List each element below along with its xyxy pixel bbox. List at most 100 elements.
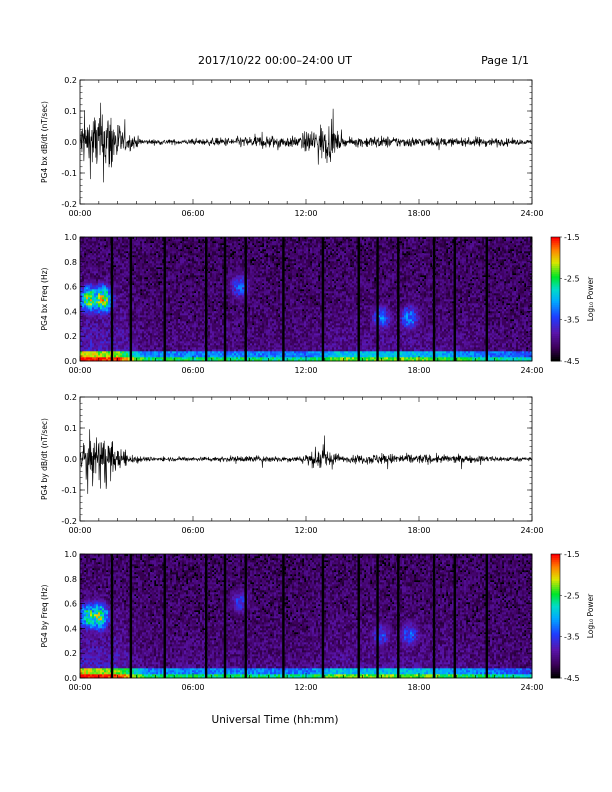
spectrogram-cell [178, 269, 180, 271]
spectrogram-cell [102, 339, 104, 341]
spectrogram-cell [170, 261, 172, 263]
spectrogram-cell [96, 271, 98, 273]
spectrogram-cell [226, 335, 228, 337]
spectrogram-cell [200, 283, 202, 285]
spectrogram-cell [138, 357, 140, 359]
spectrogram-cell [198, 243, 200, 245]
spectrogram-cell [186, 261, 188, 263]
spectrogram-cell [178, 343, 180, 345]
spectrogram-cell [202, 241, 204, 243]
spectrogram-cell [174, 329, 176, 331]
spectrogram-cell [184, 285, 186, 287]
spectrogram-cell [228, 301, 230, 303]
spectrogram-cell [226, 287, 228, 289]
spectrogram-cell [148, 285, 150, 287]
spectrogram-cell [96, 357, 98, 359]
spectrogram-cell [218, 261, 220, 263]
spectrogram-cell [174, 341, 176, 343]
spectrogram-cell [116, 245, 118, 247]
spectrogram-cell [122, 295, 124, 297]
spectrogram-cell [104, 263, 106, 265]
spectrogram-cell [146, 253, 148, 255]
spectrogram-cell [166, 257, 168, 259]
spectrogram-cell [214, 271, 216, 273]
spectrogram-cell [238, 303, 240, 305]
spectrogram-cell [214, 301, 216, 303]
spectrogram-cell [216, 275, 218, 277]
spectrogram-cell [230, 291, 232, 293]
spectrogram-cell [194, 269, 196, 271]
spectrogram-cell [138, 351, 140, 353]
spectrogram-cell [98, 245, 100, 247]
spectrogram-cell [126, 345, 128, 347]
spectrogram-cell [100, 305, 102, 307]
spectrogram-cell [214, 289, 216, 291]
spectrogram-cell [168, 317, 170, 319]
spectrogram-cell [210, 279, 212, 281]
spectrogram-cell [114, 279, 116, 281]
spectrogram-cell [172, 295, 174, 297]
spectrogram-cell [188, 279, 190, 281]
spectrogram-cell [96, 321, 98, 323]
spectrogram-cell [144, 239, 146, 241]
spectrogram-cell [104, 253, 106, 255]
spectrogram-cell [98, 239, 100, 241]
spectrogram-cell [198, 281, 200, 283]
spectrogram-cell [148, 253, 150, 255]
spectrogram-cell [226, 281, 228, 283]
spectrogram-cell [198, 351, 200, 353]
spectrogram-cell [168, 291, 170, 293]
spectrogram-cell [236, 269, 238, 271]
spectrogram-cell [154, 297, 156, 299]
spectrogram-cell [212, 293, 214, 295]
spectrogram-cell [210, 241, 212, 243]
spectrogram-cell [94, 241, 96, 243]
spectrogram-cell [200, 337, 202, 339]
spectrogram-cell [100, 261, 102, 263]
spectrogram-cell [210, 319, 212, 321]
spectrogram-cell [104, 337, 106, 339]
spectrogram-cell [94, 279, 96, 281]
spectrogram-cell [194, 289, 196, 291]
spectrogram-cell [234, 285, 236, 287]
spectrogram-cell [122, 259, 124, 261]
spectrogram-cell [218, 313, 220, 315]
spectrogram-cell [230, 277, 232, 279]
spectrogram-cell [208, 283, 210, 285]
spectrogram-cell [200, 349, 202, 351]
spectrogram-cell [158, 303, 160, 305]
spectrogram-cell [242, 345, 244, 347]
spectrogram-cell [84, 333, 86, 335]
spectrogram-cell [178, 247, 180, 249]
spectrogram-cell [126, 241, 128, 243]
spectrogram-cell [122, 251, 124, 253]
spectrogram-cell [96, 241, 98, 243]
spectrogram-cell [178, 313, 180, 315]
spectrogram-cell [142, 329, 144, 331]
spectrogram-cell [108, 357, 110, 359]
spectrogram-cell [116, 349, 118, 351]
spectrogram-cell [150, 331, 152, 333]
spectrogram-cell [134, 295, 136, 297]
spectrogram-cell [194, 285, 196, 287]
spectrogram-cell [234, 329, 236, 331]
spectrogram-cell [192, 339, 194, 341]
spectrogram-cell [94, 337, 96, 339]
spectrogram-cell [202, 323, 204, 325]
spectrogram-cell [144, 353, 146, 355]
spectrogram-cell [182, 291, 184, 293]
spectrogram-cell [144, 291, 146, 293]
spectrogram-cell [168, 269, 170, 271]
spectrogram-cell [156, 283, 158, 285]
spectrogram-cell [228, 253, 230, 255]
spectrogram-cell [212, 349, 214, 351]
spectrogram-cell [182, 313, 184, 315]
spectrogram-cell [132, 331, 134, 333]
spectrogram-cell [230, 339, 232, 341]
spectrogram-cell [240, 289, 242, 291]
spectrogram-cell [216, 255, 218, 257]
spectrogram-cell [106, 303, 108, 305]
spectrogram-cell [186, 287, 188, 289]
spectrogram-cell [102, 307, 104, 309]
spectrogram-cell [196, 297, 198, 299]
